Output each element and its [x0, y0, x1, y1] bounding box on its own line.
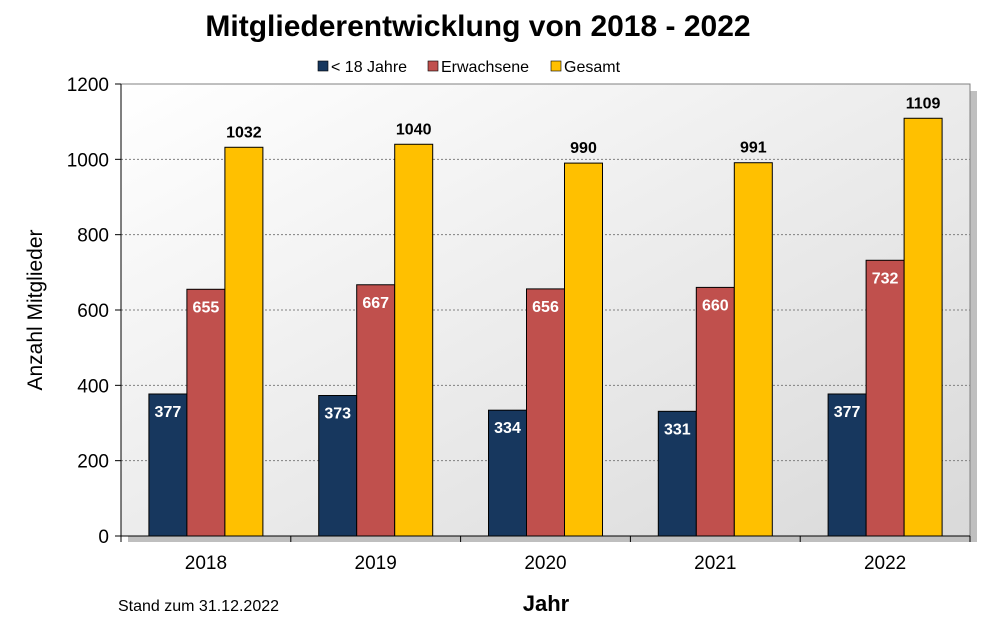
x-tick-label: 2021 — [694, 553, 736, 574]
data-label: 1040 — [396, 121, 432, 138]
data-label: 373 — [324, 406, 351, 423]
bar — [318, 395, 358, 537]
legend-label-under-18: < 18 Jahre — [331, 59, 407, 76]
x-tick-label: 2022 — [864, 553, 906, 574]
data-label: 656 — [532, 299, 559, 316]
bar — [827, 393, 867, 537]
data-label: 990 — [570, 140, 597, 157]
legend: < 18 Jahre Erwachsene Gesamt — [317, 59, 621, 76]
y-tick-label: 600 — [77, 301, 109, 322]
data-label: 331 — [664, 421, 691, 438]
data-label: 991 — [740, 140, 767, 157]
bar — [657, 410, 697, 537]
data-labels: 377 655 1032 373 667 1040 334 656 990 331 660 991 37… — [155, 95, 941, 438]
data-label: 1109 — [906, 95, 941, 112]
y-axis-ticks: 0 200 400 600 800 1000 1200 — [67, 75, 122, 548]
y-tick-label: 200 — [77, 452, 109, 473]
legend-swatch-erwachsene — [427, 60, 439, 72]
y-tick-label: 400 — [77, 376, 109, 397]
bar — [394, 143, 434, 537]
y-axis-label: Anzahl Mitglieder — [24, 229, 47, 390]
chart-title: Mitgliederentwicklung von 2018 - 2022 — [205, 10, 750, 43]
legend-swatch-under-18 — [317, 60, 329, 72]
legend-swatch-gesamt — [550, 60, 562, 72]
data-label: 1032 — [226, 124, 262, 141]
legend-label-erwachsene: Erwachsene — [441, 59, 529, 76]
x-tick-label: 2020 — [524, 553, 566, 574]
bar — [224, 146, 264, 537]
legend-label-gesamt: Gesamt — [564, 59, 621, 76]
data-label: 377 — [834, 404, 861, 421]
data-label: 660 — [702, 297, 729, 314]
bar — [526, 288, 565, 537]
bar — [186, 288, 226, 537]
bar — [356, 284, 396, 537]
x-tick-label: 2019 — [355, 553, 397, 574]
bars — [148, 117, 943, 537]
bar — [865, 259, 905, 537]
y-tick-label: 0 — [98, 527, 109, 548]
bar — [733, 162, 773, 537]
x-axis-label: Jahr — [523, 591, 570, 616]
y-tick-label: 1200 — [67, 75, 109, 96]
x-tick-label: 2018 — [185, 553, 227, 574]
y-tick-label: 800 — [77, 226, 109, 247]
bar — [695, 286, 735, 537]
data-label: 334 — [494, 420, 521, 437]
stand-note: Stand zum 31.12.2022 — [118, 598, 279, 615]
bar — [148, 393, 188, 537]
bar — [903, 117, 943, 537]
data-label: 667 — [362, 295, 389, 312]
data-label: 377 — [155, 404, 182, 421]
x-axis-ticks: 2018 2019 2020 2021 2022 — [120, 535, 971, 574]
y-tick-label: 1000 — [67, 150, 109, 171]
data-label: 655 — [193, 299, 220, 316]
bar — [564, 162, 603, 537]
data-label: 732 — [872, 270, 899, 287]
